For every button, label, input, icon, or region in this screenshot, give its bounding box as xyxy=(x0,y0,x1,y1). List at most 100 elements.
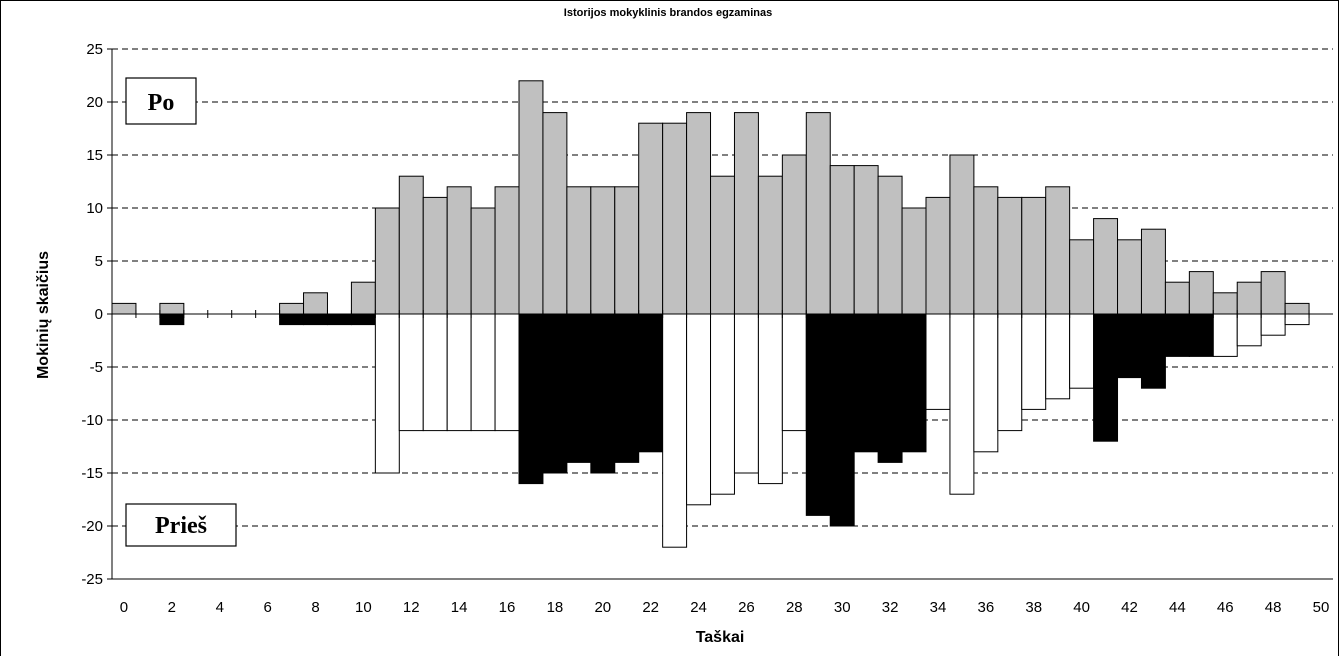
bar-pries xyxy=(326,313,352,326)
bar-pries xyxy=(1188,313,1214,357)
bar-po xyxy=(1188,271,1214,315)
bar-pries xyxy=(614,313,640,463)
bar-pries xyxy=(566,313,592,463)
bar-po xyxy=(518,80,544,315)
pries-label: Prieš xyxy=(155,513,207,539)
x-tick-label: 30 xyxy=(834,599,851,616)
y-tick-label: -10 xyxy=(81,412,103,429)
bar-po xyxy=(1236,281,1262,315)
bar-pries xyxy=(638,313,664,453)
bar-pries xyxy=(1236,313,1262,347)
bar-po xyxy=(829,165,855,315)
x-tick-label: 14 xyxy=(451,599,468,616)
bar-pries xyxy=(350,313,376,326)
bar-pries xyxy=(518,313,544,485)
bar-pries xyxy=(470,313,496,432)
bar-pries xyxy=(159,313,185,326)
bar-po xyxy=(805,112,831,315)
bar-pries xyxy=(279,313,305,326)
bar-pries xyxy=(303,313,328,326)
bar-po xyxy=(901,207,927,315)
x-tick-labels: 0 2 4 6 8 10 12 14 16 18 20 22 24 26 28 30 32 34 36 38 40 42 4… xyxy=(120,599,1330,616)
bar-po xyxy=(1045,186,1071,315)
y-axis-label: Mokinių skaičius xyxy=(35,251,52,379)
bar-po xyxy=(638,122,664,315)
x-axis-label: Taškai xyxy=(696,629,745,646)
bar-po xyxy=(757,175,783,315)
axes xyxy=(107,48,1333,580)
bar-pries xyxy=(805,313,831,516)
bar-pries xyxy=(733,313,759,474)
x-tick-label: 28 xyxy=(786,599,803,616)
bar-po xyxy=(1117,239,1142,315)
bar-pries xyxy=(1021,313,1047,410)
bar-po xyxy=(111,302,137,315)
bar-po xyxy=(566,186,592,315)
bar-po xyxy=(350,281,376,315)
bar-pries xyxy=(1284,313,1310,326)
bar-po xyxy=(542,112,568,315)
y-tick-labels: 25 20 15 10 5 0 -5 -10 -15 -20 -25 xyxy=(81,41,103,588)
pries-label-box: Prieš xyxy=(125,503,237,547)
x-tick-label: 6 xyxy=(263,599,271,616)
bar-pries xyxy=(1117,313,1142,379)
x-tick-label: 32 xyxy=(882,599,899,616)
y-tick-label: 5 xyxy=(95,253,103,270)
bar-po xyxy=(997,196,1023,315)
bar-pries xyxy=(997,313,1023,432)
bar-po xyxy=(1212,292,1238,315)
x-tick-label: 34 xyxy=(930,599,947,616)
bar-po xyxy=(374,207,400,315)
bar-pries xyxy=(542,313,568,474)
bar-pries xyxy=(925,313,951,410)
bar-pries xyxy=(949,313,975,495)
bar-po xyxy=(422,196,448,315)
x-tick-label: 22 xyxy=(642,599,659,616)
y-tick-label: -20 xyxy=(81,518,103,535)
bar-po xyxy=(614,186,640,315)
bar-po xyxy=(781,154,807,315)
y-tick-label: 25 xyxy=(86,41,103,58)
bar-pries xyxy=(374,313,400,474)
x-tick-label: 16 xyxy=(499,599,516,616)
bar-po xyxy=(686,112,712,315)
x-tick-label: 18 xyxy=(547,599,564,616)
bar-po xyxy=(398,175,424,315)
x-tick-label: 8 xyxy=(311,599,319,616)
bar-pries xyxy=(853,313,879,453)
bar-po xyxy=(279,302,305,315)
bar-po xyxy=(446,186,472,315)
bar-pries xyxy=(1164,313,1190,357)
bar-pries xyxy=(686,313,712,506)
bar-po xyxy=(877,175,903,315)
x-tick-label: 0 xyxy=(120,599,128,616)
bar-po xyxy=(1140,228,1166,315)
x-tick-label: 42 xyxy=(1121,599,1138,616)
bar-po xyxy=(159,302,185,315)
x-tick-label: 20 xyxy=(594,599,611,616)
bar-pries xyxy=(590,313,616,474)
bar-po xyxy=(710,175,735,315)
chart-title: Istorijos mokyklinis brandos egzaminas xyxy=(564,7,772,19)
y-tick-label: -15 xyxy=(81,465,103,482)
po-label: Po xyxy=(148,90,175,116)
bar-po xyxy=(1164,281,1190,315)
bar-po xyxy=(853,165,879,315)
bar-po xyxy=(1069,239,1095,315)
bar-pries xyxy=(1093,313,1119,442)
x-tick-label: 36 xyxy=(978,599,995,616)
bar-pries xyxy=(973,313,999,453)
bar-pries xyxy=(662,313,688,548)
bar-po xyxy=(303,292,328,315)
bar-po xyxy=(662,122,688,315)
x-tick-label: 40 xyxy=(1073,599,1090,616)
bar-pries xyxy=(901,313,927,453)
bar-pries xyxy=(829,313,855,527)
bar-po xyxy=(1284,302,1310,315)
bar-pries xyxy=(1045,313,1071,400)
bar-pries xyxy=(494,313,520,432)
bar-pries xyxy=(781,313,807,432)
y-tick-label: -5 xyxy=(90,359,103,376)
